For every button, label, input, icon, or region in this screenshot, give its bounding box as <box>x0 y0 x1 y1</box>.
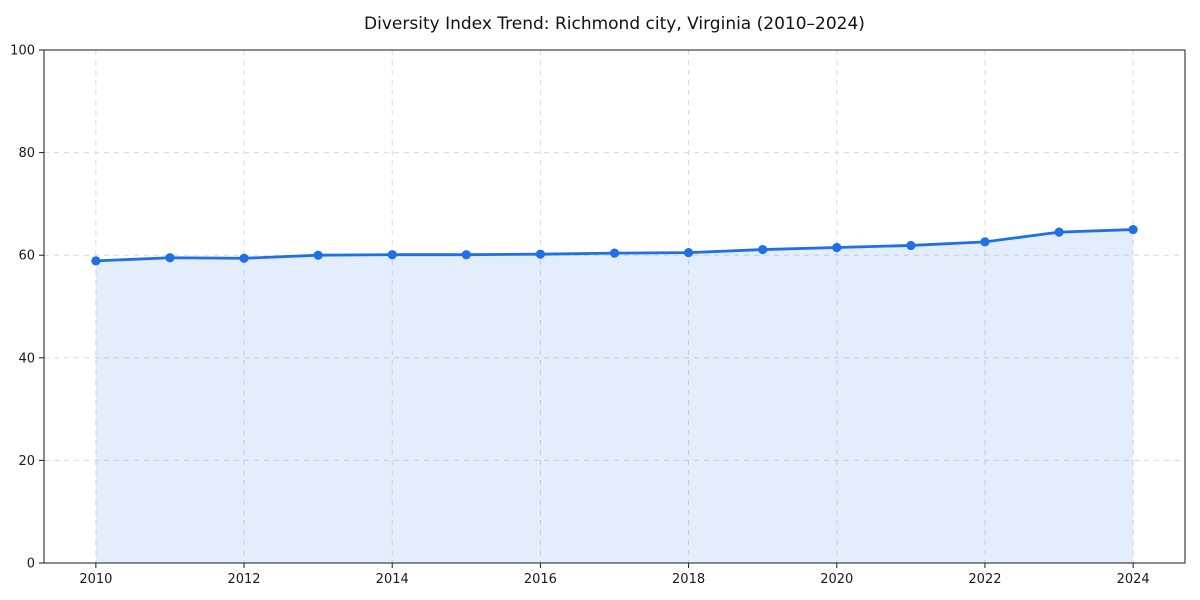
x-tick-label: 2012 <box>227 572 260 587</box>
data-point <box>535 249 546 259</box>
x-tick-label: 2020 <box>820 572 853 587</box>
chart-title: Diversity Index Trend: Richmond city, Vi… <box>364 14 865 34</box>
x-tick-label: 2016 <box>524 572 557 587</box>
data-point <box>461 250 471 260</box>
data-point <box>313 250 323 260</box>
y-tick-label: 40 <box>18 351 35 366</box>
x-tick-label: 2024 <box>1117 572 1150 587</box>
data-point <box>683 248 694 258</box>
data-point <box>758 244 768 255</box>
data-point <box>980 237 990 247</box>
y-tick-label: 0 <box>27 557 35 572</box>
data-point <box>165 253 175 263</box>
x-tick-label: 2010 <box>79 572 112 587</box>
y-tick-label: 20 <box>18 454 35 469</box>
data-point <box>609 248 620 258</box>
data-point <box>239 253 249 263</box>
data-point <box>1054 227 1064 237</box>
plot-border <box>43 49 1186 564</box>
x-tick-label: 2018 <box>672 572 705 587</box>
y-tick-label: 60 <box>18 249 35 264</box>
x-tick-label: 2022 <box>968 572 1001 587</box>
y-tick-label: 80 <box>18 146 35 161</box>
data-point <box>1128 224 1138 235</box>
area-fill <box>95 229 1134 564</box>
data-point <box>387 250 397 260</box>
data-point <box>832 242 842 253</box>
data-point <box>91 256 101 266</box>
y-tick-label: 100 <box>10 44 35 59</box>
x-tick-label: 2014 <box>376 572 409 587</box>
data-point <box>906 240 916 251</box>
